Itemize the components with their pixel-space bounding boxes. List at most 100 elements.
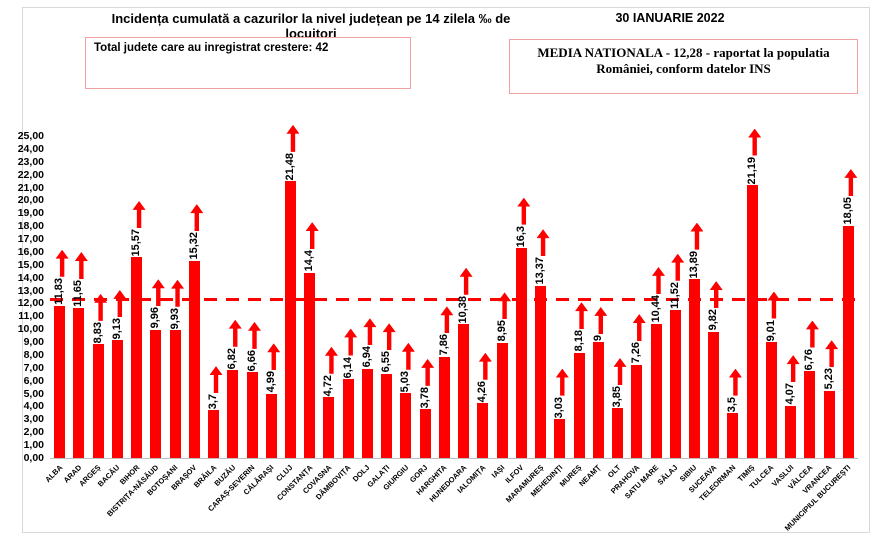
bar [342, 378, 354, 458]
up-arrow-icon [825, 340, 839, 368]
bar-value-label: 11,83 [53, 277, 66, 305]
national-average-box: MEDIA NATIONALA - 12,28 - raportat la po… [509, 39, 858, 94]
bar [592, 342, 604, 458]
bar-value-label: 7,86 [437, 334, 450, 356]
y-tick-label: 19,00 [17, 207, 44, 220]
bar-value-label: 6,66 [245, 349, 258, 372]
bar-annotation: 3,78 [415, 358, 435, 408]
bar-annotation: 4,99 [261, 343, 281, 393]
bar [458, 324, 470, 458]
up-arrow-icon [286, 124, 300, 152]
bar-value-label: 8,83 [91, 321, 104, 344]
up-arrow-icon [594, 306, 608, 334]
bar [515, 248, 527, 458]
up-arrow-icon [478, 352, 492, 380]
up-arrow-icon [709, 281, 723, 309]
y-tick-label: 1,00 [23, 439, 44, 452]
bar [823, 390, 835, 458]
plot-area: 11,83 11,65 8,83 9,13 15,57 9,96 9,93 15,32 3,7 6… [50, 124, 858, 459]
up-arrow-icon [632, 314, 646, 342]
up-arrow-icon [517, 197, 531, 225]
bar-annotation: 9,01 [761, 291, 781, 341]
bar-value-label: 18,05 [841, 197, 854, 225]
bar [708, 331, 720, 458]
bar-annotation: 3,5 [723, 368, 743, 412]
up-arrow-icon [401, 342, 415, 370]
bar-value-label: 15,32 [187, 232, 200, 260]
bar [727, 412, 739, 458]
bar [208, 410, 220, 458]
y-tick-label: 2,00 [23, 426, 44, 439]
y-tick-label: 5,00 [23, 387, 44, 400]
bar-value-label: 5,03 [399, 370, 412, 393]
bar [304, 272, 316, 458]
bar [631, 364, 643, 458]
y-tick-label: 17,00 [17, 233, 44, 246]
y-tick-label: 23,00 [17, 155, 44, 168]
bar-value-label: 13,37 [534, 257, 547, 285]
bar [227, 370, 239, 458]
y-tick-label: 11,00 [18, 310, 44, 323]
bar-annotation: 11,52 [665, 253, 685, 309]
y-tick-label: 25,00 [17, 130, 44, 142]
bar-value-label: 8,18 [572, 330, 585, 352]
bar-annotation: 6,55 [377, 323, 397, 373]
bar [612, 408, 624, 458]
bar [573, 352, 585, 458]
bar-value-label: 15,57 [130, 228, 143, 257]
up-arrow-icon [575, 302, 589, 330]
bar-annotation: 9,13 [107, 289, 127, 339]
up-arrow-icon [248, 321, 261, 349]
bar-value-label: 9 [591, 334, 604, 342]
up-arrow-icon [151, 279, 165, 307]
y-tick-label: 22,00 [17, 168, 44, 181]
bar-annotation: 7,86 [434, 306, 454, 356]
bar-annotation: 8,18 [569, 302, 589, 352]
y-tick-label: 10,00 [17, 323, 44, 336]
bar [111, 340, 123, 458]
bar-value-label: 6,55 [380, 351, 393, 373]
up-arrow-icon [74, 252, 88, 280]
y-tick-label: 9,00 [23, 336, 44, 349]
up-arrow-icon [363, 318, 377, 346]
up-arrow-icon [94, 293, 108, 321]
bar [554, 418, 566, 458]
bar [323, 397, 335, 458]
bar [131, 257, 143, 458]
bar-annotation: 5,03 [396, 342, 416, 393]
bar-annotation: 6,76 [800, 320, 820, 370]
bar-value-label: 6,82 [226, 347, 239, 370]
up-arrow-icon [786, 355, 800, 383]
bar-value-label: 9,96 [149, 307, 162, 329]
bar-value-label: 4,72 [322, 374, 335, 397]
up-arrow-icon [132, 200, 146, 228]
bar-annotation: 6,14 [338, 328, 358, 378]
bar-annotation: 15,32 [184, 204, 204, 260]
bar-annotation: 11,65 [69, 252, 89, 307]
bar-annotation: 16,3 [511, 197, 531, 247]
up-arrow-icon [613, 358, 627, 385]
up-arrow-icon [748, 128, 762, 156]
bar [92, 344, 104, 458]
bar-annotation: 8,95 [492, 292, 512, 342]
bar-annotation: 3,7 [204, 366, 224, 409]
bar-value-label: 3,7 [207, 394, 220, 410]
y-tick-label: 13,00 [17, 284, 44, 297]
bar-value-label: 21,48 [283, 152, 296, 181]
bar-value-label: 9,82 [707, 309, 720, 331]
bar-value-label: 3,5 [726, 396, 739, 412]
up-arrow-icon [536, 229, 550, 257]
bar-value-label: 6,76 [803, 348, 816, 370]
national-average-line2: României, conform datelor INS [596, 61, 771, 77]
national-average-line1: MEDIA NATIONALA - 12,28 - raportat la po… [537, 45, 830, 60]
y-tick-label: 7,00 [23, 361, 44, 374]
report-date: 30 IANUARIE 2022 [615, 11, 725, 25]
bar-value-label: 13,89 [687, 250, 700, 279]
growth-box: Total judete care au inregistrat crester… [85, 37, 411, 89]
up-arrow-icon [767, 291, 781, 319]
bar [765, 341, 777, 458]
bar-annotation: 11,83 [50, 249, 70, 305]
up-arrow-icon [267, 343, 281, 371]
bar-annotation: 7,26 [627, 314, 647, 364]
